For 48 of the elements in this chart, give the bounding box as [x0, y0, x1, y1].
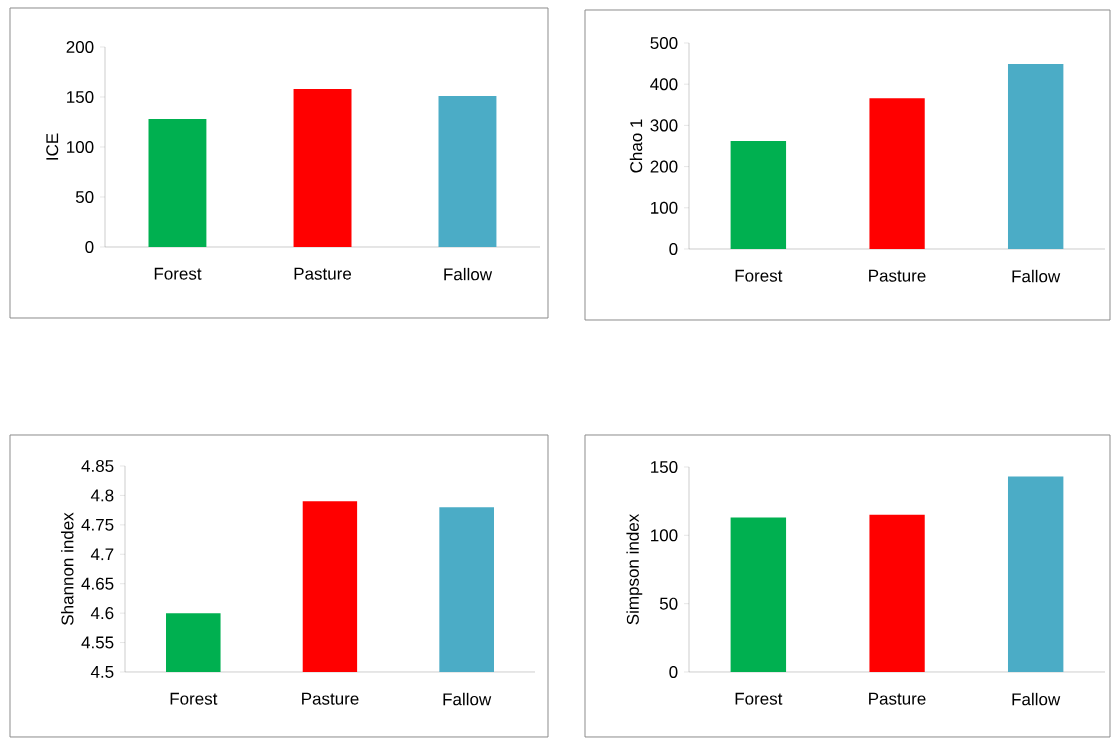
x-tick-label: Pasture: [869, 269, 926, 282]
y-tick-label: 150: [67, 90, 94, 104]
y-axis-title: ICE: [46, 133, 59, 160]
y-tick-label: 400: [650, 78, 678, 91]
y-tick-label: 100: [651, 201, 678, 214]
y-tick-label: 50: [659, 597, 678, 610]
y-tick-label: 4.65: [81, 577, 114, 590]
y-tick-label: 4.7: [90, 548, 114, 561]
x-tick-label: Pasture: [302, 692, 359, 705]
x-tick-label: Fallow: [443, 692, 492, 706]
bar: [1007, 476, 1064, 672]
y-tick-label: 300: [650, 119, 678, 132]
y-tick-label: 4.75: [81, 518, 114, 531]
y-tick-label: 100: [67, 140, 94, 154]
y-tick-label: 0: [669, 665, 678, 679]
bar: [869, 98, 925, 249]
y-axis-title: Simpson index: [626, 513, 643, 625]
bar: [869, 514, 925, 672]
y-axis-title: Chao 1: [629, 119, 643, 173]
y-axis-title: Shannon index: [61, 512, 74, 625]
x-tick-label: Forest: [735, 692, 783, 705]
y-tick-label: 500: [650, 36, 678, 50]
bar: [730, 141, 787, 249]
y-tick-label: 4.5: [90, 666, 114, 678]
x-tick-label: Forest: [170, 692, 218, 705]
y-tick-label: 200: [650, 160, 678, 173]
y-tick-label: 4.85: [81, 459, 114, 473]
x-tick-label: Fallow: [1012, 269, 1061, 283]
y-tick-label: 0: [85, 240, 94, 254]
y-tick-label: 4.55: [81, 636, 114, 649]
x-tick-label: Pasture: [294, 267, 352, 280]
bar: [730, 517, 787, 672]
x-tick-label: Forest: [735, 269, 783, 282]
y-tick-label: 100: [651, 529, 678, 542]
y-tick-label: 150: [651, 460, 678, 474]
bar: [148, 118, 207, 247]
bar: [293, 88, 352, 247]
x-tick-label: Fallow: [1012, 692, 1061, 706]
bar: [1007, 64, 1064, 249]
x-tick-label: Pasture: [869, 692, 926, 705]
y-tick-label: 0: [669, 242, 678, 256]
y-tick-label: 50: [75, 190, 94, 204]
x-tick-label: Fallow: [444, 267, 493, 281]
y-tick-label: 4.6: [90, 607, 114, 620]
bar: [438, 95, 497, 247]
y-tick-label: 4.8: [90, 489, 114, 502]
x-tick-label: Forest: [154, 267, 202, 280]
y-tick-label: 200: [66, 40, 94, 54]
